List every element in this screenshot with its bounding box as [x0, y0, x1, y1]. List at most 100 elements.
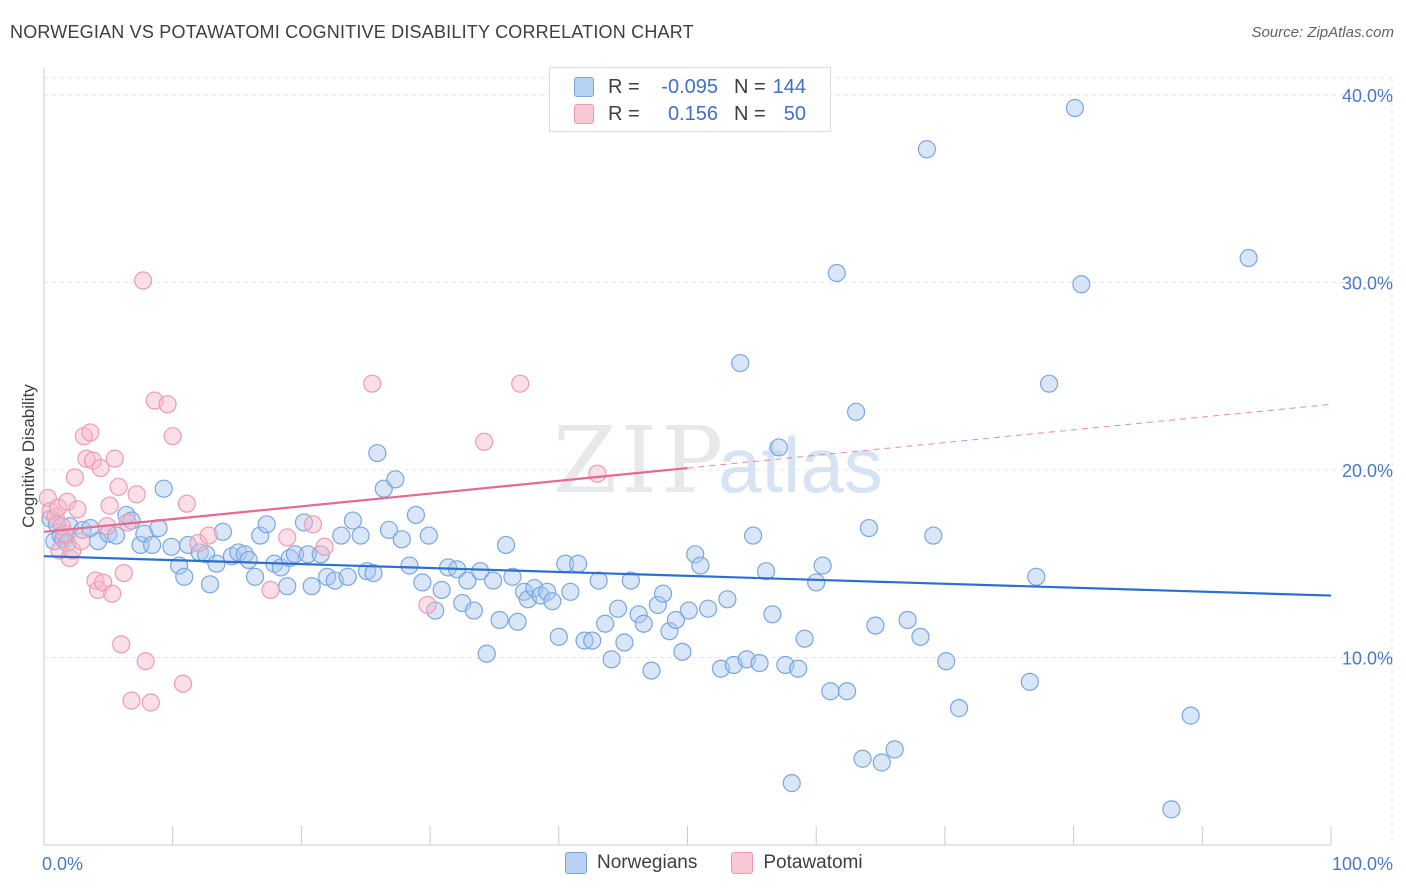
- potawatomi-point: [261, 580, 280, 600]
- norwegians-point: [1020, 672, 1039, 691]
- norwegians-point: [648, 595, 667, 615]
- norwegians-point: [949, 699, 969, 718]
- potawatomi-point: [177, 494, 196, 513]
- legend-r-label: R =: [608, 75, 640, 98]
- potawatomi-swatch: [731, 852, 754, 874]
- norwegians-point: [419, 526, 438, 545]
- legend-r-value: -0.095: [661, 75, 718, 98]
- potawatomi-point: [199, 526, 218, 545]
- norwegians-point: [543, 592, 562, 611]
- norwegians-point: [642, 661, 661, 680]
- x-tick-label-max: 100.0%: [1332, 854, 1393, 874]
- y-tick-label: 20.0%: [1342, 461, 1393, 481]
- potawatomi-point: [103, 584, 122, 603]
- norwegians-point: [769, 438, 788, 457]
- source-attribution: Source: ZipAtlas.com: [1251, 24, 1394, 41]
- legend-item-norwegians[interactable]: Norwegians: [565, 852, 697, 874]
- norwegians-point: [508, 612, 527, 631]
- axes: [43, 68, 1332, 846]
- norwegians-point: [666, 610, 686, 630]
- potawatomi-trend-extension: [687, 403, 1332, 469]
- norwegians-point: [750, 653, 769, 673]
- norwegians-point: [596, 614, 615, 633]
- norwegians-point: [872, 753, 891, 772]
- norwegians-point: [731, 353, 750, 373]
- norwegians-point: [569, 554, 588, 573]
- norwegians-point: [827, 263, 846, 283]
- norwegians-point: [756, 562, 776, 581]
- norwegians-point: [343, 511, 362, 530]
- norwegians-point: [143, 535, 162, 555]
- norwegians-point: [589, 571, 608, 590]
- legend-r-value: 0.156: [667, 102, 718, 125]
- norwegians-swatch: [565, 852, 587, 874]
- norwegians-point: [239, 550, 258, 570]
- norwegians-point: [859, 518, 879, 538]
- norwegians-point: [484, 571, 503, 590]
- norwegians-point: [937, 652, 956, 671]
- legend-n-label: N =: [734, 102, 766, 125]
- legend-swatch-blue: [574, 77, 594, 97]
- potawatomi-point: [278, 528, 297, 547]
- series-legend: Norwegians Potawatomi: [565, 852, 897, 874]
- potawatomi-point: [81, 423, 100, 442]
- potawatomi-point: [418, 595, 437, 615]
- correlation-legend: R = -0.095 N = 144 R = 0.156 N = 50: [549, 67, 831, 132]
- potawatomi-point: [303, 515, 323, 534]
- norwegians-point: [795, 629, 814, 648]
- potawatomi-point: [136, 652, 155, 671]
- norwegians-point: [496, 535, 516, 555]
- norwegians-point: [679, 601, 698, 620]
- norwegians-point: [846, 402, 866, 421]
- norwegians-point: [464, 601, 483, 620]
- norwegians-point: [490, 610, 509, 630]
- potawatomi-trend-line: [43, 466, 688, 533]
- norwegians-point: [782, 774, 801, 793]
- norwegians-point: [413, 573, 432, 592]
- norwegians-point: [898, 610, 917, 630]
- potawatomi-point: [127, 485, 146, 504]
- x-tick-label-min: 0.0%: [42, 854, 83, 874]
- norwegians-label: Norwegians: [597, 852, 698, 873]
- potawatomi-point: [158, 395, 177, 414]
- norwegians-point: [575, 631, 594, 650]
- norwegians-point: [364, 563, 383, 583]
- norwegians-point: [837, 682, 857, 701]
- norwegians-point: [154, 479, 173, 498]
- legend-item-potawatomi[interactable]: Potawatomi: [731, 852, 863, 874]
- potawatomi-point: [72, 532, 91, 551]
- watermark-zip: ZIP: [553, 407, 727, 514]
- potawatomi-point: [173, 674, 193, 693]
- y-axis-title: Cognitive Disability: [19, 384, 38, 528]
- norwegians-point: [718, 590, 737, 609]
- norwegians-point: [257, 515, 276, 534]
- norwegians-point: [629, 605, 648, 624]
- legend-row-potawatomi: R = 0.156 N = 50: [574, 101, 806, 127]
- legend-swatch-pink: [574, 104, 594, 124]
- potawatomi-point: [65, 468, 84, 487]
- norwegians-point: [621, 571, 640, 590]
- norwegians-point: [853, 749, 872, 768]
- potawatomi-point: [122, 691, 141, 710]
- norwegians-point: [660, 622, 679, 641]
- norwegians-point: [298, 545, 317, 564]
- norwegians-point: [368, 443, 387, 463]
- norwegians-point: [686, 545, 705, 564]
- legend-n-label: N =: [734, 75, 766, 98]
- norwegians-point: [615, 633, 634, 652]
- norwegians-point: [1065, 98, 1084, 118]
- potawatomi-points: [38, 271, 607, 712]
- norwegians-point: [549, 627, 568, 646]
- norwegians-point: [924, 526, 943, 545]
- norwegians-point: [458, 571, 477, 590]
- legend-n-value: 144: [772, 75, 806, 98]
- norwegians-point: [763, 605, 782, 624]
- norwegians-point: [1072, 275, 1091, 294]
- norwegians-point: [538, 582, 557, 601]
- y-tick-label: 10.0%: [1342, 648, 1393, 668]
- norwegians-point: [653, 584, 673, 603]
- norwegians-point: [432, 580, 451, 600]
- norwegians-point: [744, 526, 763, 545]
- potawatomi-label: Potawatomi: [763, 852, 863, 873]
